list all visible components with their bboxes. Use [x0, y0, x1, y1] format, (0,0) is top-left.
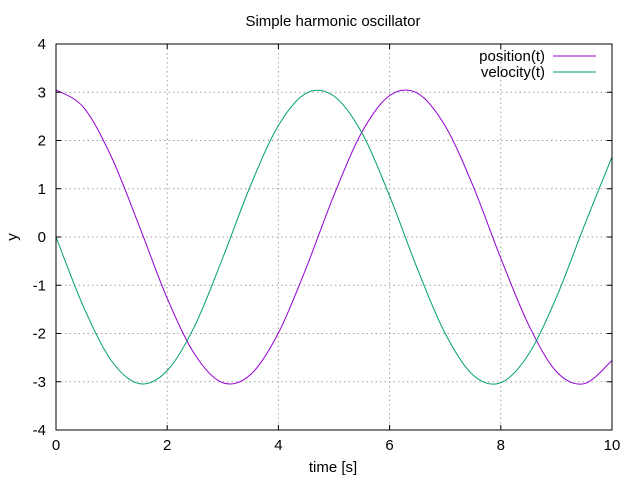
x-axis-label: time [s] — [309, 459, 357, 476]
y-axis-label: y — [4, 233, 21, 241]
y-tick-label: -4 — [33, 422, 46, 439]
y-tick-label: 1 — [38, 181, 46, 198]
x-tick-label: 10 — [604, 437, 621, 454]
y-tick-label: -3 — [33, 374, 46, 391]
grid — [56, 44, 612, 430]
y-tick-label: 4 — [38, 36, 46, 53]
y-tick-label: -1 — [33, 277, 46, 294]
series-line-velocity-t — [55, 89, 613, 385]
y-tick-label: 3 — [38, 84, 46, 101]
legend: position(t)velocity(t) — [479, 48, 596, 81]
x-tick-label: 4 — [274, 437, 282, 454]
chart-title: Simple harmonic oscillator — [245, 13, 420, 30]
x-tick-label: 6 — [385, 437, 393, 454]
y-tick-label: -2 — [33, 326, 46, 343]
x-tick-label: 0 — [52, 437, 60, 454]
y-tick-label: 2 — [38, 133, 46, 150]
series-group — [55, 89, 613, 385]
x-tick-label: 2 — [163, 437, 171, 454]
legend-label-position-t: position(t) — [479, 48, 545, 65]
series-line-position-t — [55, 89, 613, 385]
legend-label-velocity-t: velocity(t) — [481, 64, 545, 81]
y-tick-label: 0 — [38, 229, 46, 246]
x-tick-label: 8 — [497, 437, 505, 454]
